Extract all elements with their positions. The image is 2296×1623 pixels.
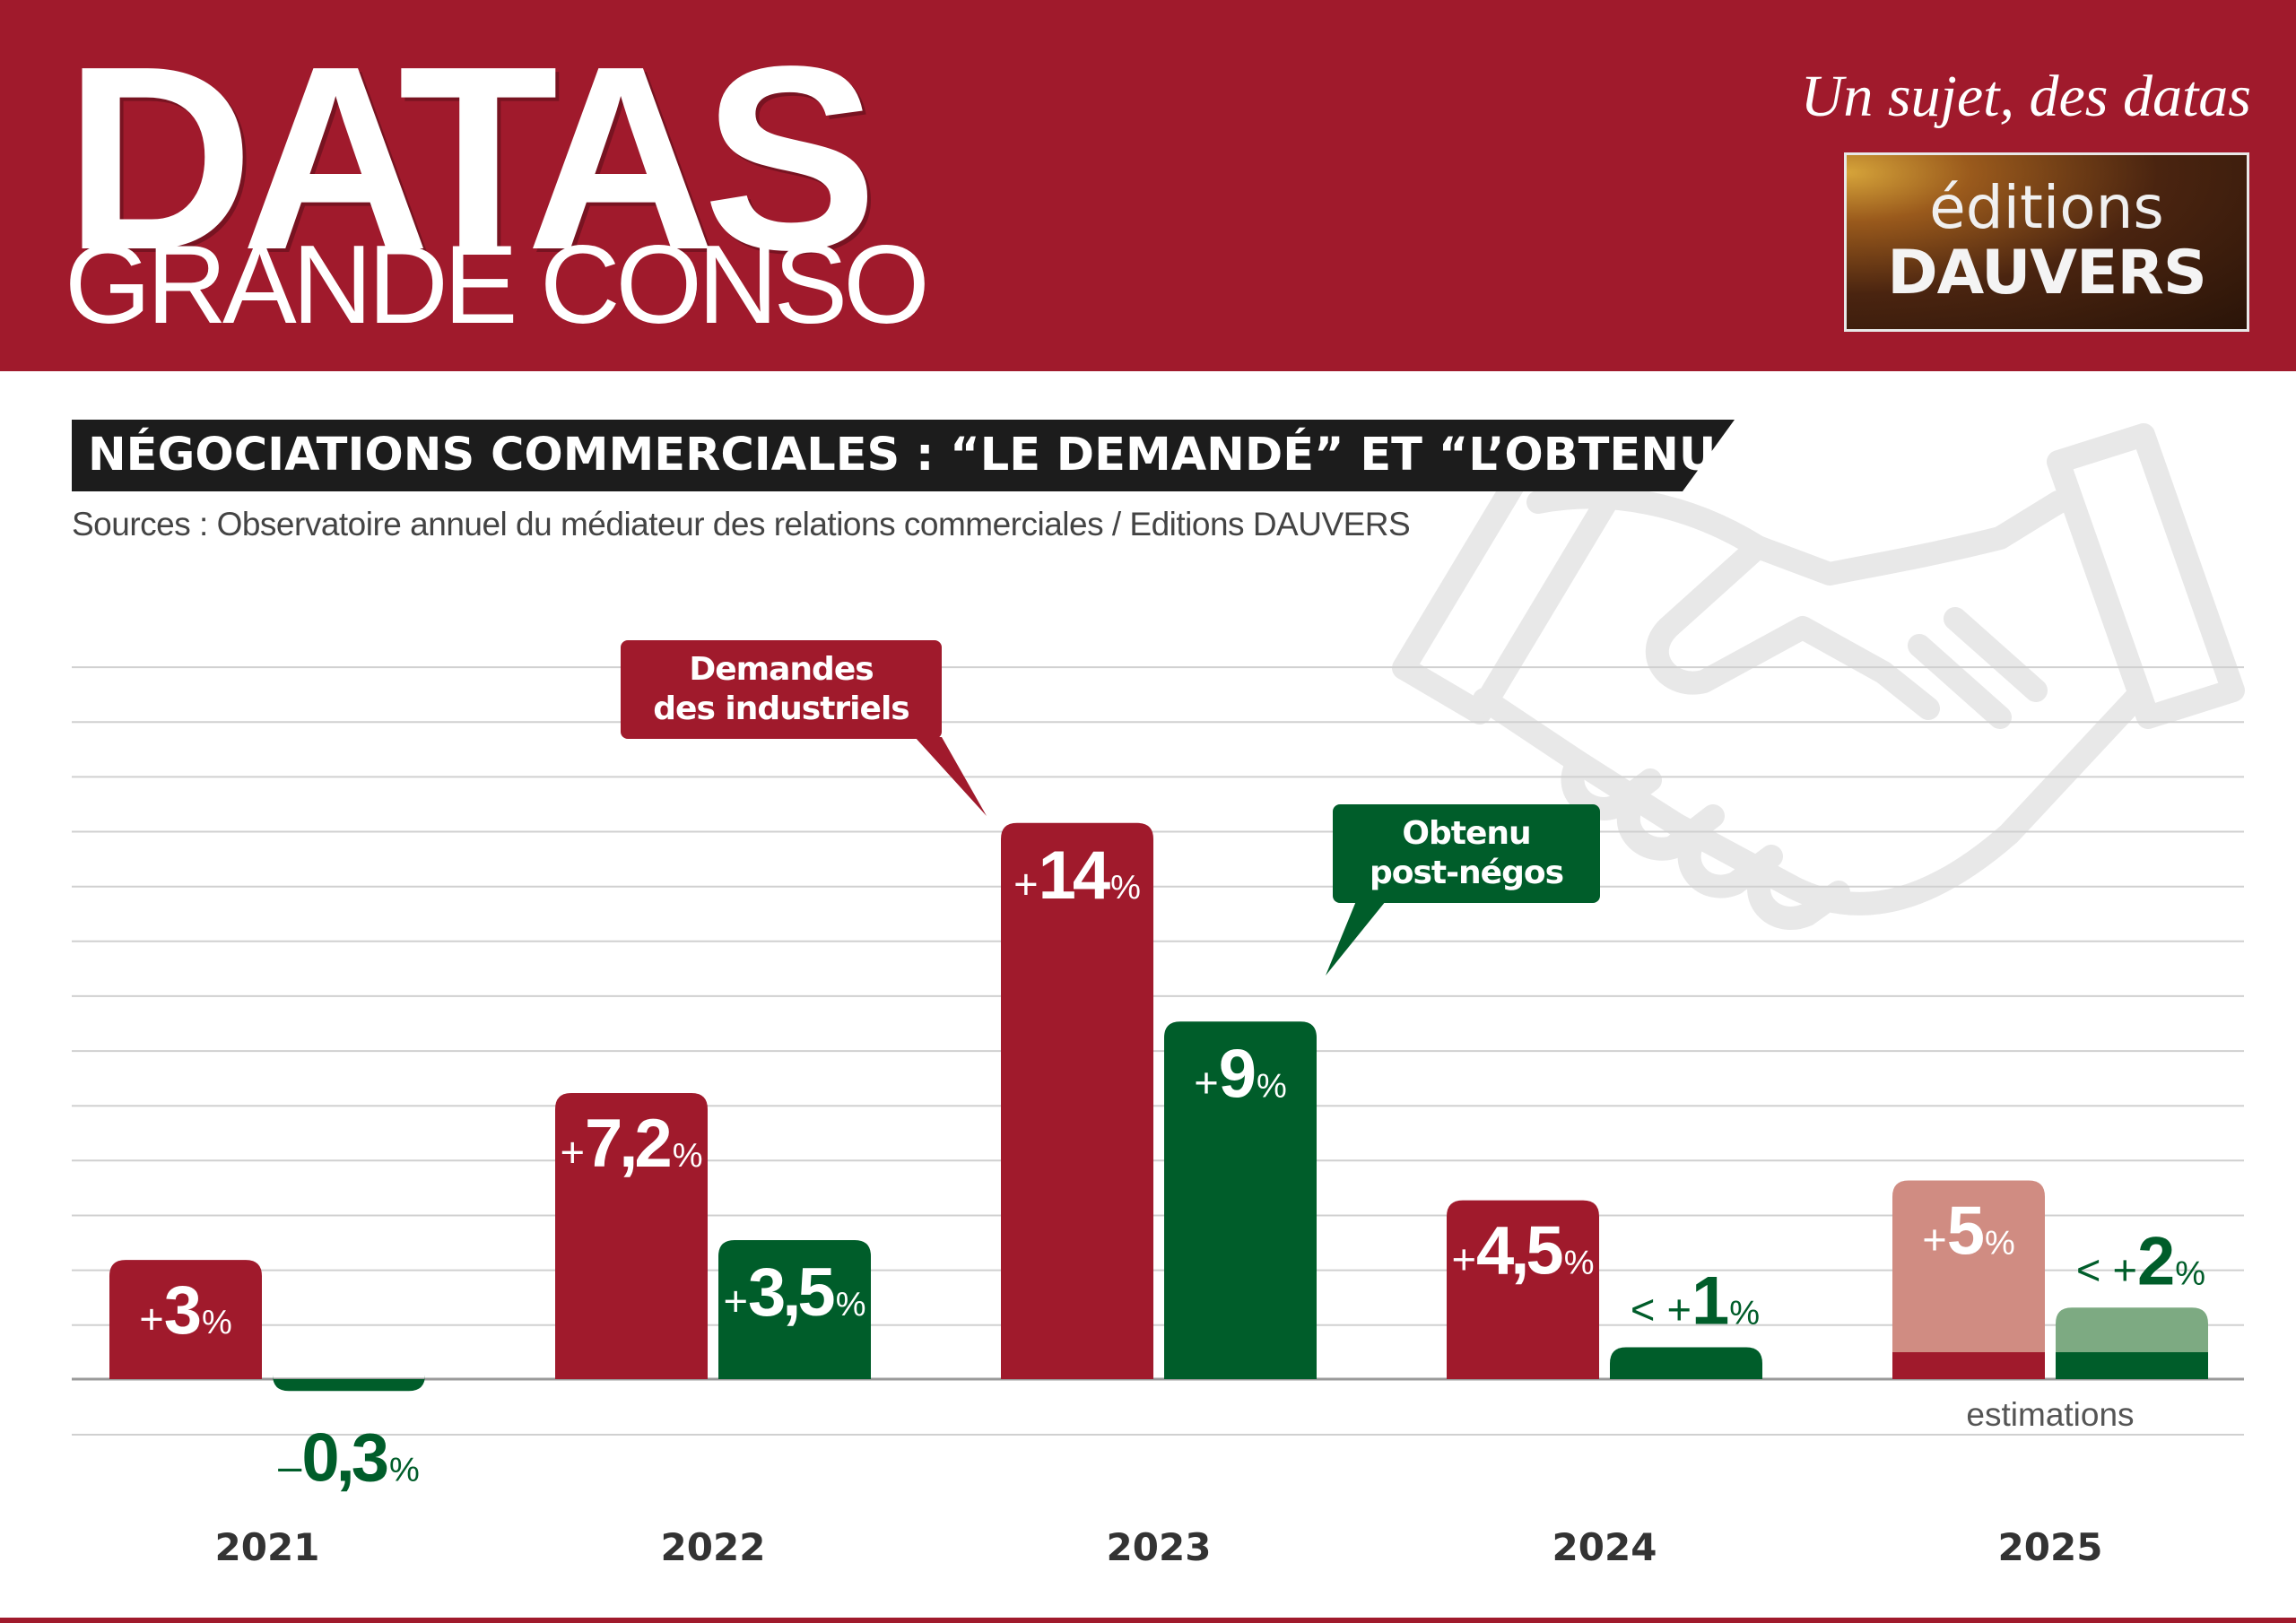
value-label-demand-2021-percent: %: [202, 1304, 232, 1341]
value-label-demand-2021: +3%: [139, 1272, 232, 1349]
callout-demand-pointer: [915, 737, 987, 816]
value-label-obtained-2023-prefix: +: [1194, 1058, 1219, 1106]
value-label-obtained-2023-percent: %: [1257, 1067, 1287, 1105]
value-label-demand-2023-percent: %: [1110, 869, 1141, 907]
value-label-demand-2024-number: 4,5: [1476, 1213, 1562, 1289]
bar-demand-2024: [1447, 1200, 1599, 1379]
value-labels: +3 %–0,3 %+7,2 %+3,5 %+14 %+9 %+4,5 %< +1 %+5 %< …: [139, 838, 2205, 1496]
bar-demand-2022: [555, 1093, 708, 1379]
value-label-obtained-2025-percent: %: [2175, 1254, 2205, 1292]
value-label-demand-2023-prefix: +: [1013, 860, 1039, 907]
value-label-demand-2021-prefix: +: [139, 1295, 164, 1342]
bar-obtained-2024: [1610, 1347, 1762, 1379]
bar-obtained-2023: [1164, 1021, 1317, 1379]
callout-demand-box: [621, 640, 942, 739]
value-label-demand-2023-number: 14: [1039, 838, 1110, 914]
value-label-obtained-2023-number: 9: [1219, 1036, 1255, 1112]
value-label-demand-2025-prefix: +: [1922, 1216, 1947, 1263]
value-label-obtained-2024-number: 1: [1692, 1263, 1728, 1340]
value-label-obtained-2025: < +2%: [2076, 1223, 2205, 1299]
chart-title-band: NÉGOCIATIONS COMMERCIALES : “LE DEMANDÉ”…: [72, 420, 1746, 491]
value-label-demand-2023: +14%: [1013, 838, 1141, 914]
bars: [109, 822, 2208, 1392]
value-label-demand-2025-percent: %: [1985, 1225, 2015, 1263]
value-label-demand-2024-percent: %: [1564, 1245, 1595, 1282]
value-label-obtained-2024-percent: %: [1729, 1295, 1760, 1332]
value-label-obtained-2024-prefix: < +: [1631, 1286, 1692, 1333]
value-label-demand-2022-number: 7,2: [585, 1106, 670, 1182]
bar-demand-2025: [1892, 1180, 2045, 1379]
value-label-obtained-2021-prefix: –: [278, 1442, 302, 1489]
callout-obtained-pointer: [1326, 901, 1386, 976]
publisher-logo: éditions DAUVERS: [1844, 152, 2249, 332]
callout-obtained-line-2: post-négos: [1370, 855, 1563, 891]
x-tick-2023: 2023: [1107, 1525, 1212, 1569]
estimate-note: estimations: [1966, 1396, 2134, 1433]
value-label-obtained-2023: +9%: [1194, 1036, 1287, 1112]
value-label-demand-2022-percent: %: [673, 1137, 703, 1175]
grid-lines: [72, 666, 2244, 1436]
logo-line-2: DAUVERS: [1887, 238, 2207, 308]
x-tick-2021: 2021: [215, 1525, 320, 1569]
x-axis: 2021 2022 2023 2024 2025 estimations: [215, 1396, 2135, 1569]
logo-line-1: éditions: [1929, 173, 2164, 242]
value-label-obtained-2024: < +1%: [1631, 1263, 1760, 1340]
value-label-demand-2022-prefix: +: [561, 1128, 586, 1176]
value-label-obtained-2021: –0,3%: [278, 1419, 420, 1496]
footer-rule: [0, 1618, 2296, 1623]
bar-obtained-2022: [718, 1239, 871, 1379]
chart-source: Sources : Observatoire annuel du médiate…: [72, 506, 1411, 542]
tagline: Un sujet, des datas: [1800, 64, 2251, 129]
callout-obtained-box: [1333, 804, 1600, 903]
bar-demand-2021: [109, 1260, 262, 1379]
brand-subtitle: GRANDE CONSO: [65, 223, 930, 347]
x-tick-2025: 2025: [1998, 1525, 2103, 1569]
title-band-shape: [72, 420, 1735, 491]
value-label-demand-2021-number: 3: [164, 1272, 200, 1349]
bar-base-obtained-2025: [2056, 1352, 2208, 1379]
value-label-demand-2025-number: 5: [1947, 1193, 1984, 1270]
value-label-obtained-2021-percent: %: [389, 1451, 420, 1488]
value-label-obtained-2021-number: 0,3: [301, 1419, 387, 1496]
value-label-demand-2024: +4,5%: [1452, 1213, 1595, 1289]
header-banner: DATAS GRANDE CONSO Un sujet, des datas é…: [0, 0, 2296, 371]
value-label-obtained-2025-number: 2: [2137, 1223, 2173, 1299]
chart-title: NÉGOCIATIONS COMMERCIALES : “LE DEMANDÉ”…: [88, 429, 1746, 482]
x-tick-2022: 2022: [661, 1525, 766, 1569]
bar-demand-2023: [1001, 822, 1153, 1379]
callout-demand-line-1: Demandes: [689, 651, 873, 688]
value-label-obtained-2022-prefix: +: [724, 1277, 749, 1324]
brand-title: DATAS: [65, 12, 877, 304]
value-label-demand-2022: +7,2%: [561, 1106, 703, 1182]
x-tick-2024: 2024: [1552, 1525, 1657, 1569]
callout-demand-line-2: des industriels: [653, 690, 909, 727]
bar-base-demand-2025: [1892, 1352, 2045, 1379]
value-label-obtained-2022-number: 3,5: [748, 1254, 834, 1331]
value-label-obtained-2025-prefix: < +: [2076, 1245, 2137, 1293]
value-label-obtained-2022-percent: %: [836, 1286, 866, 1324]
value-label-demand-2024-prefix: +: [1452, 1236, 1477, 1283]
callout-obtained-line-1: Obtenu: [1402, 815, 1530, 852]
value-label-demand-2025: +5%: [1922, 1193, 2015, 1270]
value-label-obtained-2022: +3,5%: [724, 1254, 866, 1331]
bar-obtained-2021: [273, 1375, 425, 1392]
